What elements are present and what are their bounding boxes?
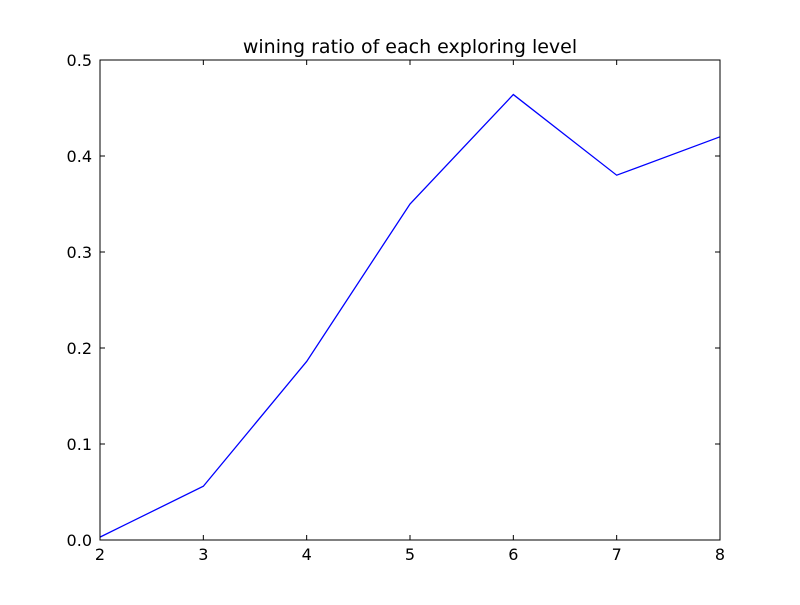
x-tick-label-1: 3 (198, 545, 208, 564)
y-tick-label-5: 0.5 (67, 51, 92, 70)
plot-area: 2 3 4 5 6 7 8 0.0 0.1 0.2 0.3 0.4 0.5 (67, 51, 726, 564)
series-line-0 (99, 93, 721, 538)
plot-frame (99, 59, 721, 541)
chart-title: wining ratio of each exploring level (243, 36, 577, 58)
x-tick-label-5: 7 (612, 545, 622, 564)
y-tick-label-3: 0.3 (67, 243, 92, 262)
y-tick-label-4: 0.4 (67, 147, 92, 166)
x-tick-label-2: 4 (302, 545, 312, 564)
y-tick-label-2: 0.2 (67, 339, 92, 358)
x-tick-label-4: 6 (508, 545, 518, 564)
y-tick-label-1: 0.1 (67, 435, 92, 454)
y-tick-label-0: 0.0 (67, 531, 92, 550)
x-tick-label-0: 2 (95, 545, 105, 564)
x-tick-label-3: 5 (405, 545, 415, 564)
x-tick-label-6: 8 (715, 545, 725, 564)
